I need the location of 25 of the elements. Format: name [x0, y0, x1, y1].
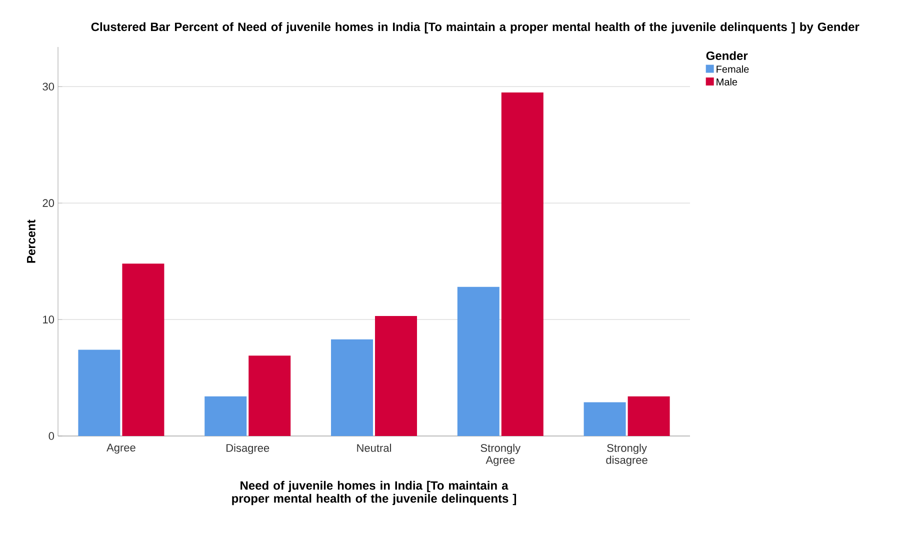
bar	[375, 316, 418, 436]
legend-label: Male	[716, 78, 738, 86]
bar	[457, 286, 500, 436]
legend-title: Gender	[706, 51, 748, 60]
x-tick-label: Disagree	[226, 444, 270, 454]
bar	[204, 396, 247, 436]
y-tick-label: 20	[42, 199, 54, 207]
bar	[78, 350, 120, 436]
x-tick-label: Strongly Agree	[480, 444, 521, 466]
y-tick-label: 30	[42, 82, 54, 90]
bar	[331, 339, 374, 436]
bar	[584, 402, 626, 436]
y-axis-title: Percent	[27, 220, 36, 263]
x-axis-title: Need of juvenile homes in India [To maintain a proper mental health of the juvenile delinquents ]	[232, 480, 516, 506]
bar	[122, 264, 164, 436]
bar	[628, 396, 670, 436]
y-tick-label: 10	[43, 316, 54, 324]
chart-title: Clustered Bar Percent of Need of juvenile homes in India [To maintain a proper mental health of the juvenile delinquents ] by Gender	[91, 22, 860, 34]
y-tick-label: 0	[48, 432, 54, 440]
x-tick-label: Neutral	[357, 444, 391, 452]
bar	[248, 356, 291, 436]
legend-label: Female	[716, 65, 749, 73]
x-tick-label: Agree	[106, 444, 136, 454]
x-tick-label: Strongly disagree	[606, 444, 648, 466]
bar	[501, 92, 544, 436]
